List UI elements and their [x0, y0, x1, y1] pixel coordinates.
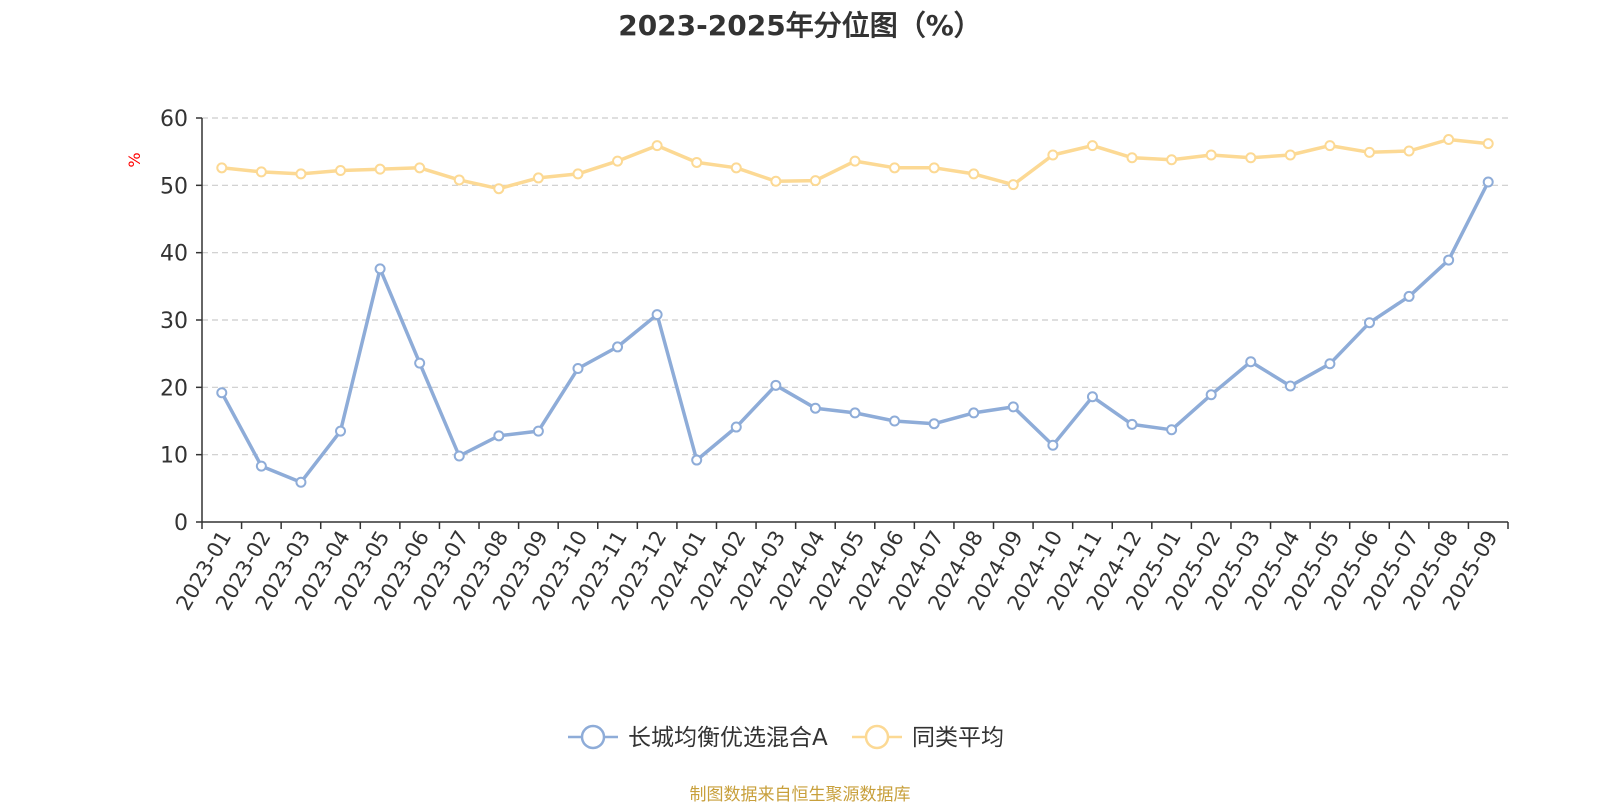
data-point[interactable] — [612, 155, 624, 167]
data-point[interactable] — [1443, 254, 1455, 266]
data-point[interactable] — [414, 162, 426, 174]
data-point[interactable] — [1363, 146, 1375, 158]
y-tick-label: 40 — [160, 242, 188, 267]
data-point[interactable] — [651, 309, 663, 321]
data-point[interactable] — [1086, 391, 1098, 403]
data-point[interactable] — [1086, 140, 1098, 152]
data-point[interactable] — [1363, 317, 1375, 329]
data-point[interactable] — [928, 162, 940, 174]
data-point[interactable] — [335, 425, 347, 437]
legend-marker-icon — [580, 724, 606, 750]
data-point[interactable] — [414, 357, 426, 369]
data-point[interactable] — [1205, 149, 1217, 161]
data-point[interactable] — [374, 263, 386, 275]
data-point[interactable] — [374, 163, 386, 175]
data-point[interactable] — [335, 165, 347, 177]
data-point[interactable] — [1324, 140, 1336, 152]
data-point[interactable] — [216, 387, 228, 399]
data-point[interactable] — [1245, 152, 1257, 164]
data-point[interactable] — [968, 407, 980, 419]
data-point[interactable] — [1403, 290, 1415, 302]
data-point[interactable] — [1324, 358, 1336, 370]
data-point[interactable] — [572, 168, 584, 180]
data-point[interactable] — [1166, 424, 1178, 436]
grid-lines — [202, 117, 1508, 456]
y-tick-label: 60 — [160, 107, 188, 132]
data-point[interactable] — [295, 168, 307, 180]
series-lines — [216, 134, 1494, 488]
legend-marker-icon — [864, 724, 890, 750]
axes: 01020304050602023-012023-022023-032023-0… — [160, 107, 1509, 614]
y-tick-label: 20 — [160, 376, 188, 401]
y-tick-label: 30 — [160, 309, 188, 334]
data-point[interactable] — [216, 162, 228, 174]
data-point[interactable] — [809, 175, 821, 187]
data-point[interactable] — [849, 155, 861, 167]
data-point[interactable] — [532, 172, 544, 184]
data-point[interactable] — [809, 402, 821, 414]
legend-label: 同类平均 — [912, 725, 1004, 751]
y-axis-unit-label: % — [125, 152, 144, 167]
data-source-note: 制图数据来自恒生聚源数据库 — [689, 785, 911, 805]
data-point[interactable] — [1245, 356, 1257, 368]
series-1 — [216, 176, 1494, 488]
data-point[interactable] — [651, 140, 663, 152]
data-point[interactable] — [849, 407, 861, 419]
data-point[interactable] — [889, 162, 901, 174]
data-point[interactable] — [1403, 145, 1415, 157]
data-point[interactable] — [1482, 176, 1494, 188]
data-point[interactable] — [1443, 134, 1455, 146]
series-2 — [216, 134, 1494, 195]
series-line — [220, 181, 1490, 485]
data-point[interactable] — [493, 183, 505, 195]
data-point[interactable] — [255, 166, 267, 178]
data-point[interactable] — [691, 156, 703, 168]
legend-label: 长城均衡优选混合A — [628, 725, 828, 751]
legend[interactable]: 长城均衡优选混合A 同类平均 — [568, 724, 1004, 751]
data-point[interactable] — [1126, 418, 1138, 430]
legend-item-1[interactable]: 长城均衡优选混合A — [568, 724, 828, 751]
data-point[interactable] — [928, 418, 940, 430]
y-tick-label: 0 — [174, 511, 188, 536]
data-point[interactable] — [730, 162, 742, 174]
data-point[interactable] — [612, 341, 624, 353]
data-point[interactable] — [1007, 401, 1019, 413]
data-point[interactable] — [770, 175, 782, 187]
data-point[interactable] — [1007, 179, 1019, 191]
chart-title: 2023-2025年分位图（%） — [618, 9, 982, 42]
data-point[interactable] — [1126, 152, 1138, 164]
data-point[interactable] — [255, 460, 267, 472]
data-point[interactable] — [1047, 149, 1059, 161]
legend-item-2[interactable]: 同类平均 — [852, 724, 1004, 751]
data-point[interactable] — [493, 430, 505, 442]
data-point[interactable] — [453, 174, 465, 186]
data-point[interactable] — [1284, 380, 1296, 392]
data-point[interactable] — [889, 415, 901, 427]
data-point[interactable] — [1205, 389, 1217, 401]
data-point[interactable] — [453, 450, 465, 462]
data-point[interactable] — [532, 425, 544, 437]
data-point[interactable] — [1166, 154, 1178, 166]
data-point[interactable] — [1482, 138, 1494, 150]
data-point[interactable] — [1284, 149, 1296, 161]
data-point[interactable] — [691, 454, 703, 466]
data-point[interactable] — [968, 168, 980, 180]
data-point[interactable] — [770, 379, 782, 391]
data-point[interactable] — [572, 362, 584, 374]
data-point[interactable] — [1047, 439, 1059, 451]
data-point[interactable] — [730, 421, 742, 433]
data-point[interactable] — [295, 476, 307, 488]
y-tick-label: 50 — [160, 174, 188, 199]
y-tick-label: 10 — [160, 444, 188, 469]
